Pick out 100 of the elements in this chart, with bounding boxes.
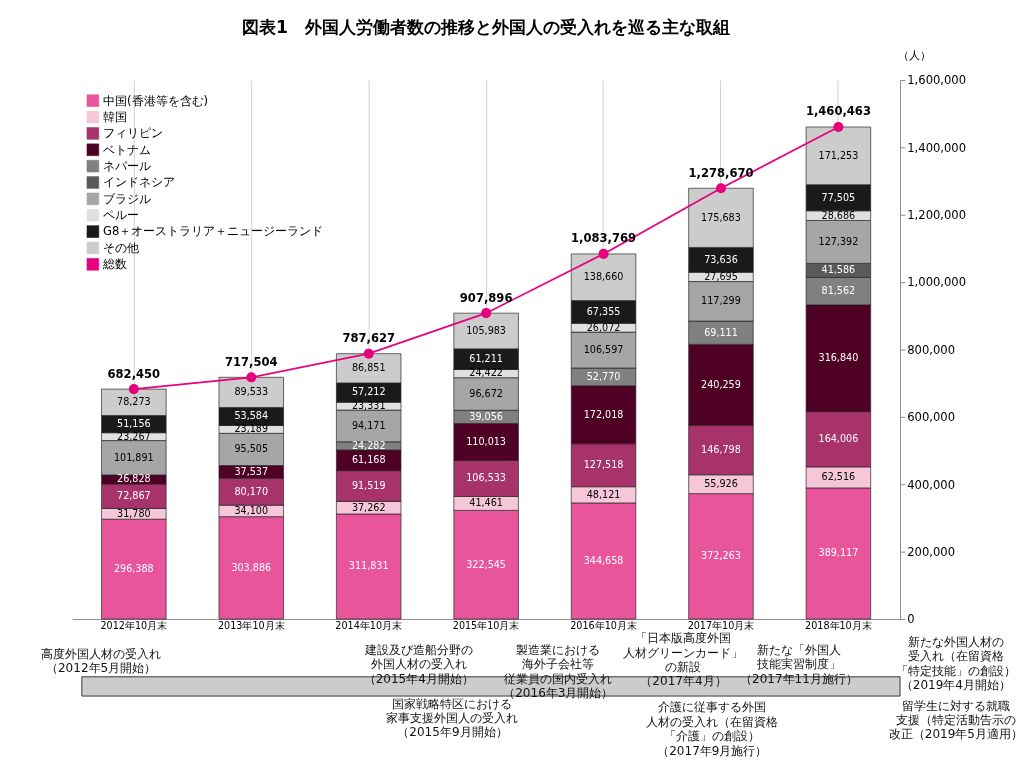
data-label: 89,533 — [234, 386, 269, 398]
text: 介護に従事する外国人材の受入れ（在留資格「介護」の創設）（2017年9月施行） — [646, 700, 779, 758]
text: 高度外国人材の受入れ（2012年5月開始） — [41, 646, 162, 675]
data-label: 95,505 — [234, 443, 269, 455]
data-label: 175,683 — [701, 211, 741, 223]
data-label: 171,253 — [818, 149, 859, 161]
legend-label: G8＋オーストラリア＋ニュージーランド — [103, 224, 324, 239]
y-tick-label: 800,000 — [907, 342, 956, 357]
x-tick-label: 2016年10月末 — [570, 620, 637, 632]
legend-label: インドネシア — [103, 175, 175, 190]
data-label: 23,267 — [117, 430, 151, 442]
legend-label: 韓国 — [103, 109, 127, 124]
data-label: 117,299 — [701, 295, 741, 307]
data-label: 240,259 — [701, 378, 741, 390]
data-label: 53,584 — [234, 410, 269, 422]
data-label: 146,798 — [701, 443, 741, 455]
data-label: 86,851 — [351, 362, 386, 374]
x-tick-label: 2014年10月末 — [335, 620, 403, 632]
y-tick-label: 1,600,000 — [907, 73, 967, 88]
data-label: 1,460,463 — [805, 104, 871, 119]
data-label: 23,189 — [234, 423, 269, 435]
data-label: 72,867 — [117, 490, 151, 502]
y-tick-label: 0 — [907, 612, 915, 627]
data-label: 717,504 — [224, 354, 278, 369]
data-label: 51,156 — [117, 418, 151, 429]
data-label: 77,505 — [821, 191, 856, 203]
y-tick-label: 1,200,000 — [907, 208, 967, 223]
y-tick-label: 1,400,000 — [907, 140, 967, 155]
legend-label: ブラジル — [103, 191, 151, 206]
data-label: 106,533 — [466, 472, 506, 484]
x-tick-label: 2018年10月末 — [805, 620, 872, 632]
point — [363, 348, 374, 359]
data-label: 48,121 — [586, 488, 621, 500]
data-label: 91,519 — [351, 479, 386, 491]
point — [481, 308, 492, 319]
data-label: 311,831 — [348, 560, 389, 572]
data-label: 787,627 — [342, 331, 395, 346]
data-label: 110,013 — [466, 435, 506, 447]
y-axis-title: （人） — [897, 49, 931, 62]
x-tick-label: 2017年10月末 — [687, 620, 755, 632]
data-label: 69,111 — [704, 326, 738, 338]
data-label: 81,562 — [821, 285, 856, 297]
data-label: 34,100 — [234, 504, 269, 516]
data-label: 164,006 — [818, 433, 859, 445]
data-label: 296,388 — [113, 563, 154, 575]
x-tick-label: 2015年10月末 — [452, 620, 520, 632]
data-label: 106,597 — [583, 343, 624, 355]
data-label: 24,422 — [469, 367, 503, 379]
data-label: 105,983 — [466, 324, 506, 336]
data-label: 57,212 — [351, 386, 386, 398]
data-label: 62,516 — [821, 471, 856, 483]
y-tick-label: 400,000 — [907, 477, 956, 492]
y-tick-label: 1,000,000 — [907, 275, 967, 290]
legend-label: フィリピン — [103, 126, 163, 141]
data-label: 96,672 — [469, 387, 503, 399]
data-label: 344,658 — [583, 554, 624, 566]
data-label: 39,056 — [469, 410, 503, 422]
data-label: 73,636 — [704, 253, 738, 265]
data-label: 55,926 — [704, 478, 738, 490]
data-label: 316,840 — [818, 352, 859, 364]
data-label: 80,170 — [234, 485, 269, 497]
data-label: 61,211 — [469, 353, 503, 365]
data-label: 322,545 — [466, 558, 506, 570]
chart-title: 図表1 外国人労働者数の推移と外国人の受入れを巡る主な取組 — [242, 16, 731, 37]
text: 建設及び造船分野の外国人材の受入れ（2015年4月開始） — [363, 642, 474, 686]
text: 留学生に対する就職支援（特定活動告示の改正（2019年5月適用） — [888, 698, 1023, 742]
data-label: 907,896 — [459, 290, 513, 305]
data-label: 389,117 — [818, 547, 859, 559]
legend-label: ペルー — [103, 208, 139, 223]
data-label: 24,282 — [351, 439, 386, 451]
data-label: 138,660 — [583, 271, 624, 283]
data-label: 26,828 — [117, 473, 151, 485]
data-label: 94,171 — [351, 419, 386, 431]
legend-label: 中国(香港等を含む) — [103, 93, 209, 108]
data-label: 23,331 — [351, 400, 386, 412]
data-label: 78,273 — [117, 396, 151, 408]
data-label: 41,586 — [821, 264, 856, 276]
text: 新たな外国人材の受入れ（在留資格「特定技能」の創設）（2019年4月開始） — [895, 635, 1016, 693]
data-label: 61,168 — [351, 454, 386, 466]
point — [833, 121, 844, 133]
data-label: 127,392 — [818, 235, 859, 247]
data-label: 52,770 — [586, 370, 621, 382]
data-label: 28,686 — [821, 209, 856, 221]
data-label: 37,262 — [351, 501, 386, 513]
data-label: 1,278,670 — [688, 165, 754, 180]
point — [715, 183, 727, 194]
data-label: 172,018 — [583, 408, 624, 420]
point — [246, 372, 257, 383]
legend-label: ベトナム — [103, 142, 151, 157]
data-label: 27,695 — [704, 270, 738, 282]
data-label: 37,537 — [234, 465, 269, 477]
data-label: 682,450 — [107, 366, 161, 381]
data-label: 101,891 — [113, 451, 154, 463]
data-label: 31,780 — [117, 507, 151, 519]
legend-label: 総数 — [102, 257, 127, 272]
point — [598, 248, 609, 259]
data-label: 303,886 — [231, 561, 272, 573]
y-tick-label: 600,000 — [907, 410, 956, 425]
data-label: 26,072 — [586, 321, 621, 333]
legend-label: その他 — [103, 240, 139, 255]
